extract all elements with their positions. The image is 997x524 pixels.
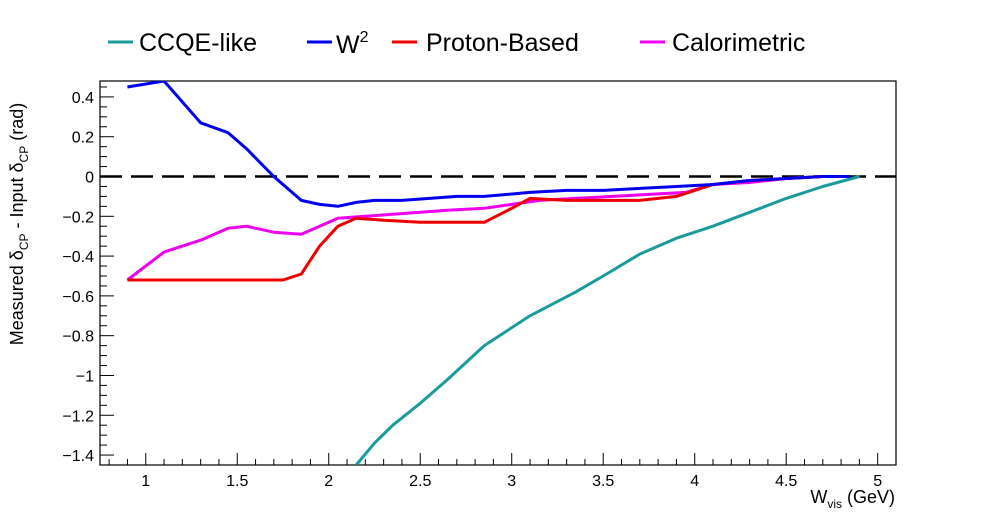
x-tick-label: 5	[873, 473, 882, 490]
y-tick-label: −0.4	[62, 249, 94, 266]
plot-frame	[99, 80, 897, 466]
legend-label-w2: W2	[336, 29, 369, 59]
legend: CCQE-like W2 Proton-Based Calorimetric	[108, 29, 805, 59]
legend-entry-ccqe-like: CCQE-like	[108, 29, 257, 57]
y-axis-title: Measured δCP - Input δCP (rad)	[7, 103, 31, 345]
legend-entry-calorimetric: Calorimetric	[640, 29, 805, 57]
y-tick-label: 0.4	[72, 90, 94, 107]
x-tick-label: 4.5	[775, 473, 797, 490]
y-axis: 0.4 0.2 0 −0.2 −0.4 −0.6 −0.8 −1 −1.2 −1.4	[62, 86, 114, 465]
legend-label-ccqe-like: CCQE-like	[139, 29, 257, 57]
y-axis-title-subscript: CP	[17, 234, 31, 251]
legend-entry-w2: W2	[307, 29, 369, 59]
series-layer	[126, 81, 860, 465]
y-tick-label: 0.2	[72, 130, 94, 147]
x-tick-label: 2.5	[409, 473, 431, 490]
series-line-calorimetric	[126, 175, 851, 282]
legend-entry-proton-based: Proton-Based	[392, 29, 579, 57]
x-tick-label: 3.5	[592, 473, 614, 490]
y-tick-label: 0	[85, 170, 94, 187]
legend-label-calorimetric: Calorimetric	[672, 29, 805, 57]
y-tick-label: −1.4	[62, 448, 94, 465]
x-tick-label: 2	[324, 473, 333, 490]
x-axis-title-subscript: vis	[827, 497, 842, 511]
x-axis-title: Wvis (GeV)	[810, 487, 895, 511]
x-tick-label: 1.5	[226, 473, 248, 490]
x-tick-label: 4	[690, 473, 699, 490]
y-tick-label: −1.2	[62, 408, 94, 425]
series-line-w2	[127, 81, 851, 208]
x-tick-label: 1	[141, 473, 150, 490]
x-axis: 1 1.5 2 2.5 3 3.5 4 4.5 5	[108, 453, 897, 490]
series-line-ccqe-like	[355, 175, 860, 465]
legend-label-proton-based: Proton-Based	[426, 29, 579, 57]
y-tick-label: −0.6	[62, 289, 94, 306]
x-tick-label: 3	[507, 473, 516, 490]
y-tick-label: −0.8	[62, 329, 94, 346]
y-axis-title-subscript-2: CP	[17, 146, 31, 163]
y-tick-label: −0.2	[62, 209, 94, 226]
y-tick-label: −1	[76, 368, 94, 385]
legend-label-w2-superscript: 2	[360, 29, 369, 46]
